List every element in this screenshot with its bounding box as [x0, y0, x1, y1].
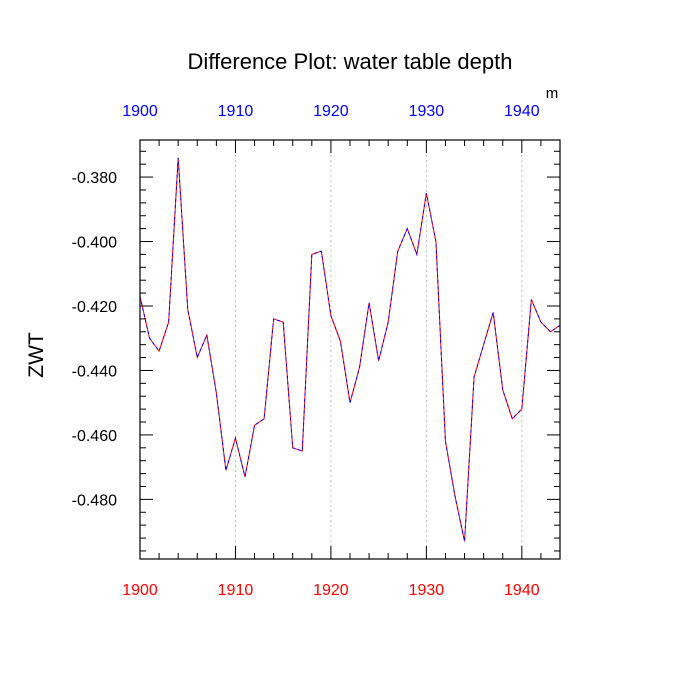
plot-frame: [139, 139, 561, 560]
series-line-blue: [139, 157, 561, 542]
x-tick-label-bottom: 1930: [409, 582, 445, 599]
y-axis-label: ZWT: [25, 332, 48, 378]
y-tick-label: -0.460: [72, 428, 117, 445]
x-tick-label-top: 1940: [504, 103, 540, 120]
x-tick-label-top: 1930: [409, 103, 445, 120]
axis-ticks: [139, 140, 561, 559]
x-tick-label-bottom: 1920: [313, 582, 349, 599]
tick-labels: 1900 1900 1910 1910 1920 1920 1930 1930 1940 1940…: [72, 103, 540, 599]
x-tick-label-top: 1920: [313, 103, 349, 120]
x-tick-label-bottom: 1940: [504, 582, 540, 599]
x-tick-label-bottom: 1900: [122, 582, 158, 599]
series-layer: [139, 157, 561, 542]
chart-title: Difference Plot: water table depth: [188, 49, 513, 74]
y-tick-label: -0.400: [72, 235, 117, 252]
y-tick-label: -0.380: [72, 170, 117, 187]
units-label: m: [546, 85, 559, 102]
y-tick-label: -0.420: [72, 299, 117, 316]
y-tick-label: -0.480: [72, 492, 117, 509]
x-tick-label-top: 1900: [122, 103, 158, 120]
grid-lines: [139, 140, 523, 559]
x-tick-label-bottom: 1910: [218, 582, 254, 599]
y-tick-label: -0.440: [72, 363, 117, 380]
series-line-red: [139, 157, 561, 542]
x-tick-label-top: 1910: [218, 103, 254, 120]
